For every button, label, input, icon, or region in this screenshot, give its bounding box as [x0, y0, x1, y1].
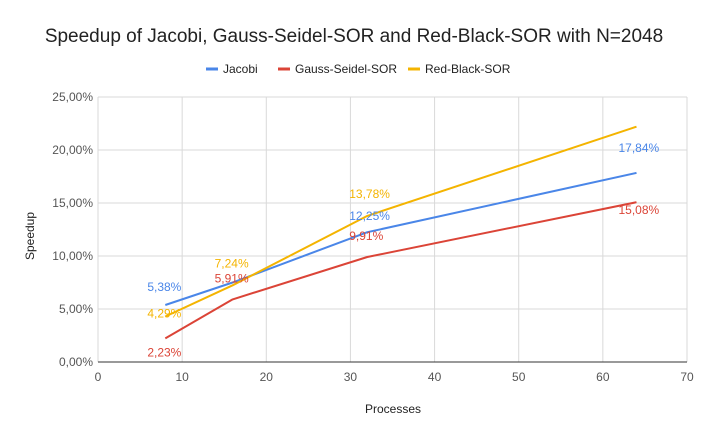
data-label: 5,91%: [215, 271, 249, 285]
data-label: 12,25%: [349, 209, 390, 223]
x-tick-label: 50: [512, 370, 526, 384]
series: [164, 125, 637, 340]
data-label: 7,24%: [215, 256, 249, 270]
legend-label: Jacobi: [223, 62, 258, 76]
data-labels: 5,38% 12,25% 17,84% 2,23% 5,91% 9,91% 15,08% 4,…: [147, 141, 659, 359]
series-line: [164, 201, 637, 340]
y-tick-label: 20,00%: [52, 143, 93, 157]
y-tick-label: 0,00%: [59, 355, 93, 369]
grid: [97, 96, 688, 362]
data-label: 15,08%: [619, 203, 660, 217]
chart-title: Speedup of Jacobi, Gauss-Seidel-SOR and …: [45, 26, 663, 47]
x-tick-label: 20: [260, 370, 274, 384]
x-axis-title: Processes: [365, 402, 421, 416]
data-label: 2,23%: [147, 345, 181, 359]
data-label: 4,29%: [147, 307, 181, 321]
legend-label: Gauss-Seidel-SOR: [295, 62, 397, 76]
data-label: 13,78%: [349, 187, 390, 201]
tick-labels: 0,00% 5,00% 10,00% 15,00% 20,00% 25,00% 0 10 20 3…: [52, 90, 694, 384]
data-label: 5,38%: [147, 280, 181, 294]
x-tick-label: 0: [95, 370, 102, 384]
y-tick-label: 10,00%: [52, 249, 93, 263]
x-tick-label: 30: [344, 370, 358, 384]
series-line: [164, 125, 637, 318]
data-label: 9,91%: [349, 229, 383, 243]
x-tick-label: 60: [596, 370, 610, 384]
x-tick-label: 70: [680, 370, 694, 384]
y-tick-label: 25,00%: [52, 90, 93, 104]
data-label: 17,84%: [619, 141, 660, 155]
y-tick-label: 15,00%: [52, 196, 93, 210]
legend-label: Red-Black-SOR: [425, 62, 511, 76]
x-tick-label: 10: [175, 370, 189, 384]
y-tick-label: 5,00%: [59, 302, 93, 316]
x-tick-label: 40: [428, 370, 442, 384]
y-axis-title: Speedup: [23, 212, 37, 260]
legend: Jacobi Gauss-Seidel-SOR Red-Black-SOR: [206, 62, 511, 76]
series-line: [164, 171, 637, 306]
